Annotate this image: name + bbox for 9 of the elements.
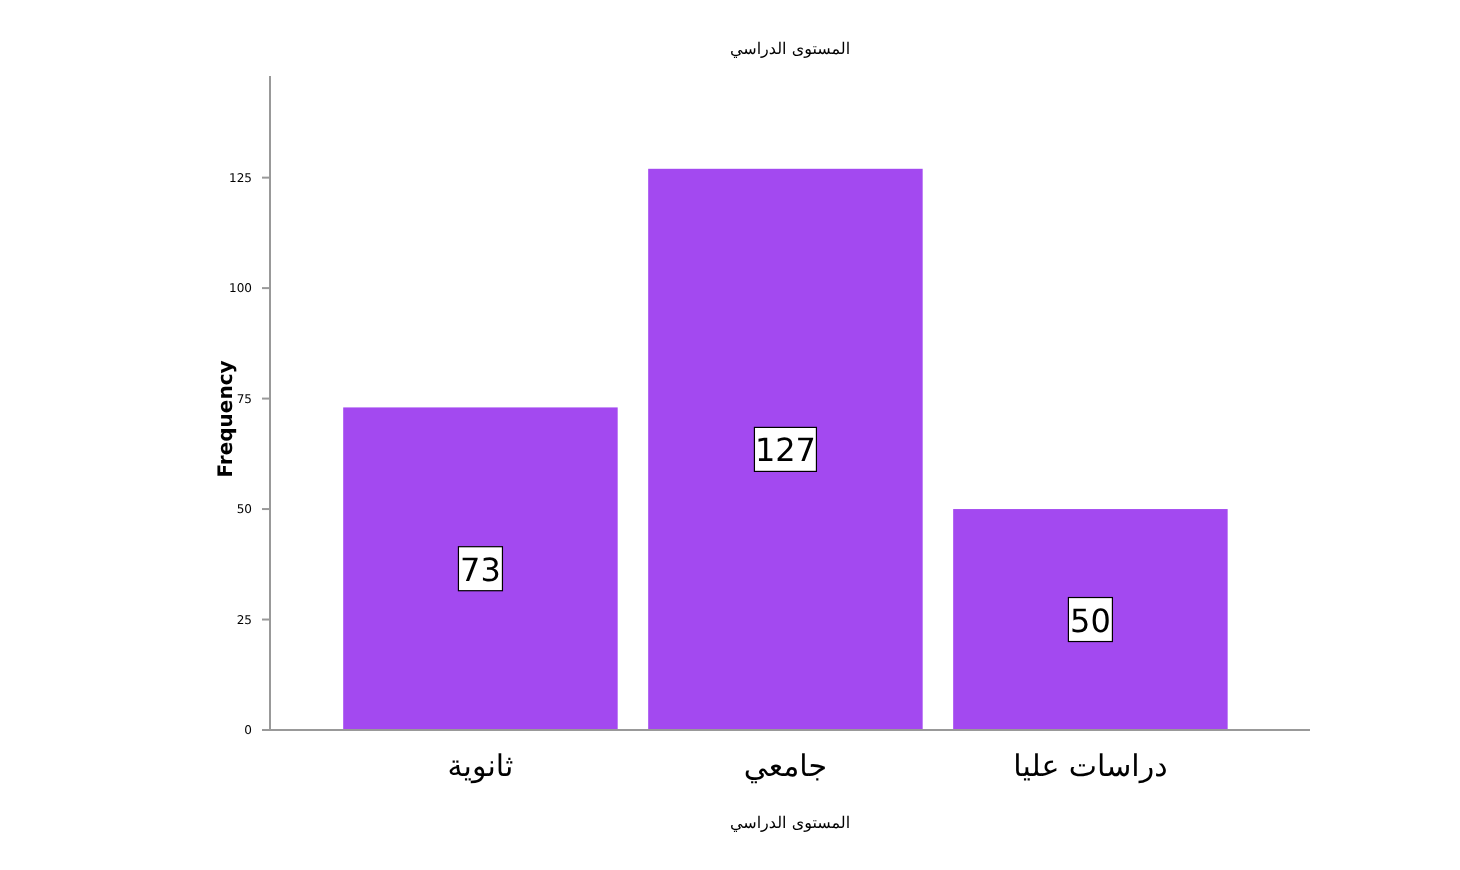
x-tick-label: دراسات عليا — [1013, 748, 1168, 784]
x-tick-label: جامعي — [743, 748, 828, 784]
data-label: 50 — [1070, 601, 1111, 640]
y-axis-title: Frequency — [216, 359, 238, 478]
chart-title: المستوى الدراسي — [729, 40, 851, 58]
x-tick-label: ثانوية — [447, 748, 514, 784]
x-axis-title: المستوى الدراسي — [729, 814, 851, 832]
data-label: 73 — [460, 550, 501, 589]
data-label: 127 — [754, 431, 816, 470]
